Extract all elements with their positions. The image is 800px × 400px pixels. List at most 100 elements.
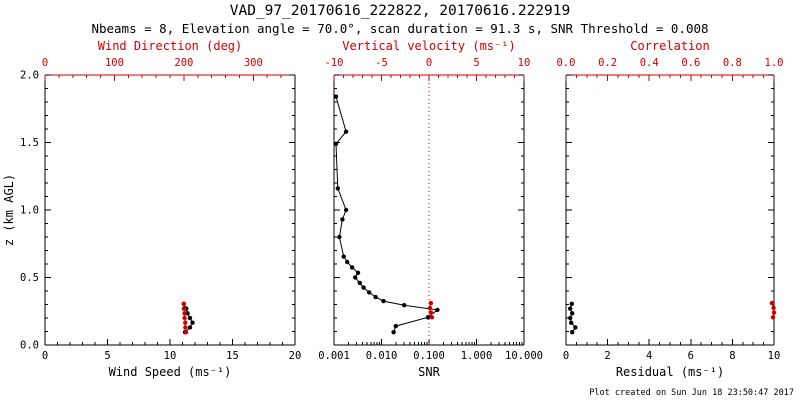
y-tick-label: 2.0 <box>20 70 39 82</box>
correlation-point <box>771 310 777 315</box>
bottom-tick-label: 6 <box>688 350 694 362</box>
bottom-tick-label: 0 <box>42 350 48 362</box>
snr-profile-point <box>361 285 366 290</box>
correlation-point <box>770 315 776 320</box>
wind-bottom-axis-label: Wind Speed (ms⁻¹) <box>109 365 232 379</box>
snr-profile-point <box>391 330 396 335</box>
plot-title: VAD_97_20170616_222822, 20170616.222919 <box>229 3 571 19</box>
snr-profile-point <box>333 94 339 99</box>
plot-credit: Plot created on Sun Jun 18 23:50:47 2017 <box>589 388 794 398</box>
wind-direction-point <box>182 315 187 321</box>
residual-axes <box>565 74 775 346</box>
top-tick-label: 0.8 <box>723 57 742 69</box>
bottom-tick-label: 2 <box>604 350 610 362</box>
snr-profile-point <box>333 141 339 146</box>
wind-direction-point <box>183 325 188 330</box>
snr-panel: 0.001 0.010 0.100 1.000 10.000 -10 -5 0 5 10 SNR Ve… <box>318 39 543 379</box>
snr-profile-point <box>367 290 372 295</box>
bottom-tick-label: 0.010 <box>366 350 398 362</box>
top-tick-label: 5 <box>473 57 479 69</box>
y-tick-label: 1.0 <box>20 205 39 217</box>
snr-profile-point <box>341 254 346 259</box>
vertical-velocity-point <box>427 305 433 311</box>
y-tick-label: 0.0 <box>20 340 39 352</box>
top-tick-label: 0 <box>42 57 48 69</box>
bottom-tick-label: 8 <box>729 350 735 362</box>
correlation-point <box>771 305 776 311</box>
wind-direction-point <box>183 320 188 325</box>
y-tick-label: 1.5 <box>20 137 39 149</box>
correlation-line <box>771 302 775 318</box>
residual-point <box>568 315 573 321</box>
top-tick-label: 0.0 <box>557 57 576 69</box>
snr-profile-point <box>435 307 440 313</box>
residual-bottom-axis-label: Residual (ms⁻¹) <box>616 365 724 379</box>
top-tick-label: 0.4 <box>640 57 659 69</box>
snr-profile-line <box>335 96 439 333</box>
wind-speed-point <box>187 315 193 321</box>
bottom-tick-label: 0 <box>563 350 569 362</box>
top-tick-label: -5 <box>375 57 388 69</box>
snr-profile-point <box>355 270 361 275</box>
top-tick-label: 0 <box>426 57 432 69</box>
bottom-tick-label: 1.000 <box>461 350 493 362</box>
residual-point <box>573 325 578 330</box>
y-tick-label: 0.5 <box>20 272 39 284</box>
wind-top-axis-label: Wind Direction (deg) <box>98 39 243 53</box>
bottom-tick-label: 0.100 <box>413 350 445 362</box>
snr-profile-point <box>337 234 342 240</box>
snr-profile-point <box>340 217 345 222</box>
correlation-point <box>769 300 775 306</box>
snr-profile-point <box>343 207 349 213</box>
wind-speed-point <box>187 325 193 330</box>
snr-profile-point <box>343 129 349 134</box>
wind-direction-point <box>181 301 187 306</box>
bottom-tick-label: 5 <box>104 350 110 362</box>
plot-subtitle: Nbeams = 8, Elevation angle = 70.0°, sca… <box>91 21 709 36</box>
residual-point <box>568 306 573 311</box>
snr-profile-point <box>335 186 340 191</box>
bottom-tick-label: 4 <box>646 350 652 362</box>
residual-point <box>569 301 574 306</box>
snr-profile-point <box>393 323 398 329</box>
wind-direction-point <box>182 311 187 316</box>
snr-profile-point <box>402 303 407 308</box>
residual-top-axis-label: Correlation <box>630 39 709 53</box>
snr-top-axis-label: Vertical velocity (ms⁻¹) <box>342 39 515 53</box>
wind-axes <box>44 74 296 346</box>
wind-direction-point <box>183 330 189 335</box>
snr-bottom-axis-label: SNR <box>418 365 440 379</box>
top-tick-label: 200 <box>174 57 193 69</box>
bottom-tick-label: 10 <box>164 350 177 362</box>
bottom-tick-label: 0.001 <box>318 350 350 362</box>
top-tick-label: 0.2 <box>598 57 617 69</box>
top-tick-label: 0.6 <box>681 57 700 69</box>
residual-point <box>570 311 575 316</box>
top-tick-label: 300 <box>244 57 263 69</box>
wind-direction-point <box>181 306 187 311</box>
vertical-velocity-point <box>428 310 434 315</box>
snr-profile-point <box>381 298 386 304</box>
bottom-tick-label: 20 <box>289 350 302 362</box>
top-tick-label: -10 <box>325 57 344 69</box>
vertical-velocity-point <box>428 300 434 306</box>
snr-profile-point <box>357 280 362 286</box>
residual-point <box>570 330 575 335</box>
top-tick-label: 1.0 <box>765 57 784 69</box>
top-tick-label: 10 <box>518 57 531 69</box>
snr-profile-point <box>373 294 378 300</box>
vertical-velocity-line <box>429 302 433 318</box>
bottom-tick-label: 15 <box>226 350 239 362</box>
snr-profile-point <box>349 265 355 270</box>
y-axis-label: z (km AGL) <box>2 174 16 246</box>
residual-point <box>569 320 574 325</box>
bottom-tick-label: 10.000 <box>505 350 543 362</box>
bottom-tick-label: 10 <box>768 350 781 362</box>
top-tick-label: 100 <box>105 57 124 69</box>
vertical-velocity-point <box>429 315 435 320</box>
snr-profile-point <box>345 259 350 265</box>
residual-panel: 0 2 4 6 8 10 0.0 0.2 0.4 0.6 0.8 1.0 Residual (ms⁻¹)… <box>557 39 784 379</box>
